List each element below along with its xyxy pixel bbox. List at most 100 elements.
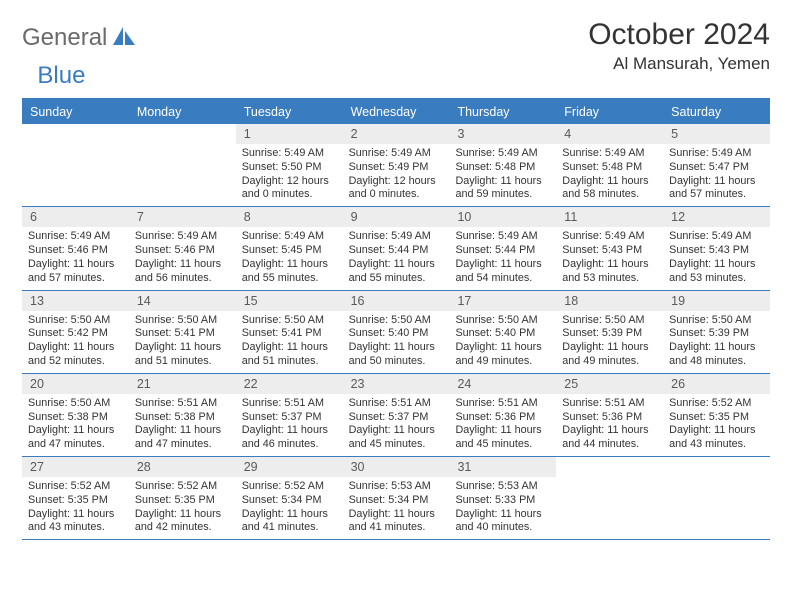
day-details: Sunrise: 5:49 AMSunset: 5:46 PMDaylight:…	[129, 227, 236, 289]
day-details: Sunrise: 5:49 AMSunset: 5:46 PMDaylight:…	[22, 227, 129, 289]
day-cell: 8Sunrise: 5:49 AMSunset: 5:45 PMDaylight…	[236, 207, 343, 289]
day-cell: 20Sunrise: 5:50 AMSunset: 5:38 PMDayligh…	[22, 374, 129, 456]
day-cell: 12Sunrise: 5:49 AMSunset: 5:43 PMDayligh…	[663, 207, 770, 289]
day-details: Sunrise: 5:51 AMSunset: 5:36 PMDaylight:…	[556, 394, 663, 456]
day-details: Sunrise: 5:52 AMSunset: 5:35 PMDaylight:…	[22, 477, 129, 539]
day-cell: 5Sunrise: 5:49 AMSunset: 5:47 PMDaylight…	[663, 124, 770, 206]
day-details: Sunrise: 5:53 AMSunset: 5:33 PMDaylight:…	[449, 477, 556, 539]
day-number: 21	[129, 374, 236, 394]
day-number: 10	[449, 207, 556, 227]
brand-sail-icon	[111, 25, 137, 52]
day-cell: 31Sunrise: 5:53 AMSunset: 5:33 PMDayligh…	[449, 457, 556, 539]
week-row: 1Sunrise: 5:49 AMSunset: 5:50 PMDaylight…	[22, 124, 770, 207]
day-number: 17	[449, 291, 556, 311]
day-details: Sunrise: 5:50 AMSunset: 5:42 PMDaylight:…	[22, 311, 129, 373]
day-number: 14	[129, 291, 236, 311]
day-details: Sunrise: 5:49 AMSunset: 5:43 PMDaylight:…	[663, 227, 770, 289]
day-details: Sunrise: 5:51 AMSunset: 5:38 PMDaylight:…	[129, 394, 236, 456]
day-number: 16	[343, 291, 450, 311]
day-number: 26	[663, 374, 770, 394]
day-number: 22	[236, 374, 343, 394]
month-title: October 2024	[588, 18, 770, 52]
day-number: 5	[663, 124, 770, 144]
week-row: 20Sunrise: 5:50 AMSunset: 5:38 PMDayligh…	[22, 374, 770, 457]
brand-text-1: General	[22, 24, 107, 52]
day-cell: 11Sunrise: 5:49 AMSunset: 5:43 PMDayligh…	[556, 207, 663, 289]
day-number	[22, 124, 129, 144]
day-number: 19	[663, 291, 770, 311]
week-row: 6Sunrise: 5:49 AMSunset: 5:46 PMDaylight…	[22, 207, 770, 290]
day-number: 13	[22, 291, 129, 311]
weekday-header: Tuesday	[236, 100, 343, 124]
day-details: Sunrise: 5:50 AMSunset: 5:41 PMDaylight:…	[129, 311, 236, 373]
day-details: Sunrise: 5:52 AMSunset: 5:35 PMDaylight:…	[129, 477, 236, 539]
day-number	[663, 457, 770, 477]
day-cell	[22, 124, 129, 206]
day-details: Sunrise: 5:50 AMSunset: 5:39 PMDaylight:…	[556, 311, 663, 373]
weeks-container: 1Sunrise: 5:49 AMSunset: 5:50 PMDaylight…	[22, 124, 770, 540]
day-number: 8	[236, 207, 343, 227]
day-number: 25	[556, 374, 663, 394]
day-details: Sunrise: 5:52 AMSunset: 5:35 PMDaylight:…	[663, 394, 770, 456]
day-cell: 26Sunrise: 5:52 AMSunset: 5:35 PMDayligh…	[663, 374, 770, 456]
weekday-header: Wednesday	[343, 100, 450, 124]
weekday-header: Monday	[129, 100, 236, 124]
day-cell: 23Sunrise: 5:51 AMSunset: 5:37 PMDayligh…	[343, 374, 450, 456]
weekday-header: Sunday	[22, 100, 129, 124]
day-cell: 29Sunrise: 5:52 AMSunset: 5:34 PMDayligh…	[236, 457, 343, 539]
day-cell	[129, 124, 236, 206]
day-cell: 2Sunrise: 5:49 AMSunset: 5:49 PMDaylight…	[343, 124, 450, 206]
day-number: 6	[22, 207, 129, 227]
day-cell: 15Sunrise: 5:50 AMSunset: 5:41 PMDayligh…	[236, 291, 343, 373]
day-details: Sunrise: 5:49 AMSunset: 5:49 PMDaylight:…	[343, 144, 450, 206]
day-number: 20	[22, 374, 129, 394]
day-number: 3	[449, 124, 556, 144]
weekday-header: Friday	[556, 100, 663, 124]
day-cell: 28Sunrise: 5:52 AMSunset: 5:35 PMDayligh…	[129, 457, 236, 539]
weekday-header: Saturday	[663, 100, 770, 124]
brand-text-2: Blue	[37, 62, 85, 90]
day-number: 4	[556, 124, 663, 144]
day-cell: 10Sunrise: 5:49 AMSunset: 5:44 PMDayligh…	[449, 207, 556, 289]
day-cell: 30Sunrise: 5:53 AMSunset: 5:34 PMDayligh…	[343, 457, 450, 539]
day-number: 30	[343, 457, 450, 477]
day-number: 18	[556, 291, 663, 311]
day-details: Sunrise: 5:52 AMSunset: 5:34 PMDaylight:…	[236, 477, 343, 539]
day-cell: 1Sunrise: 5:49 AMSunset: 5:50 PMDaylight…	[236, 124, 343, 206]
day-cell: 19Sunrise: 5:50 AMSunset: 5:39 PMDayligh…	[663, 291, 770, 373]
day-cell: 7Sunrise: 5:49 AMSunset: 5:46 PMDaylight…	[129, 207, 236, 289]
day-cell: 27Sunrise: 5:52 AMSunset: 5:35 PMDayligh…	[22, 457, 129, 539]
day-details: Sunrise: 5:50 AMSunset: 5:40 PMDaylight:…	[449, 311, 556, 373]
week-row: 27Sunrise: 5:52 AMSunset: 5:35 PMDayligh…	[22, 457, 770, 540]
day-number: 31	[449, 457, 556, 477]
day-cell: 9Sunrise: 5:49 AMSunset: 5:44 PMDaylight…	[343, 207, 450, 289]
day-cell	[663, 457, 770, 539]
day-number: 11	[556, 207, 663, 227]
weekday-header-row: SundayMondayTuesdayWednesdayThursdayFrid…	[22, 100, 770, 124]
day-details: Sunrise: 5:51 AMSunset: 5:36 PMDaylight:…	[449, 394, 556, 456]
day-number: 1	[236, 124, 343, 144]
day-number: 27	[22, 457, 129, 477]
location-label: Al Mansurah, Yemen	[588, 54, 770, 74]
day-details: Sunrise: 5:49 AMSunset: 5:48 PMDaylight:…	[556, 144, 663, 206]
day-cell: 13Sunrise: 5:50 AMSunset: 5:42 PMDayligh…	[22, 291, 129, 373]
day-cell: 24Sunrise: 5:51 AMSunset: 5:36 PMDayligh…	[449, 374, 556, 456]
brand-logo: General	[22, 18, 139, 52]
day-number: 15	[236, 291, 343, 311]
day-cell	[556, 457, 663, 539]
day-cell: 16Sunrise: 5:50 AMSunset: 5:40 PMDayligh…	[343, 291, 450, 373]
day-details: Sunrise: 5:51 AMSunset: 5:37 PMDaylight:…	[343, 394, 450, 456]
day-details: Sunrise: 5:49 AMSunset: 5:48 PMDaylight:…	[449, 144, 556, 206]
weekday-header: Thursday	[449, 100, 556, 124]
day-number: 12	[663, 207, 770, 227]
calendar: SundayMondayTuesdayWednesdayThursdayFrid…	[22, 98, 770, 540]
week-row: 13Sunrise: 5:50 AMSunset: 5:42 PMDayligh…	[22, 291, 770, 374]
day-cell: 14Sunrise: 5:50 AMSunset: 5:41 PMDayligh…	[129, 291, 236, 373]
day-cell: 3Sunrise: 5:49 AMSunset: 5:48 PMDaylight…	[449, 124, 556, 206]
day-cell: 21Sunrise: 5:51 AMSunset: 5:38 PMDayligh…	[129, 374, 236, 456]
day-details: Sunrise: 5:49 AMSunset: 5:43 PMDaylight:…	[556, 227, 663, 289]
day-number: 2	[343, 124, 450, 144]
day-details: Sunrise: 5:50 AMSunset: 5:39 PMDaylight:…	[663, 311, 770, 373]
day-cell: 25Sunrise: 5:51 AMSunset: 5:36 PMDayligh…	[556, 374, 663, 456]
day-details: Sunrise: 5:53 AMSunset: 5:34 PMDaylight:…	[343, 477, 450, 539]
